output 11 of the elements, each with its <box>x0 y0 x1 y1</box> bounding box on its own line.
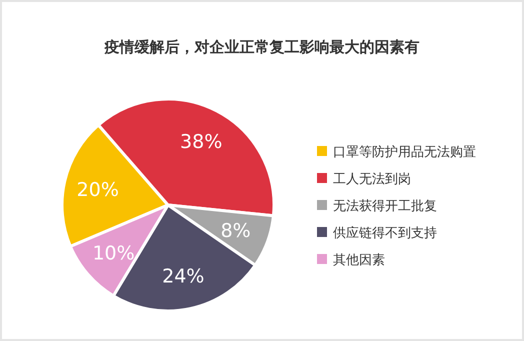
data-label: 10% <box>92 242 135 264</box>
data-label: 38% <box>180 131 222 154</box>
data-label: 24% <box>162 265 204 288</box>
data-label: 8% <box>220 220 251 242</box>
legend-label: 工人无法到岗 <box>333 172 411 187</box>
legend-label: 供应链得不到支持 <box>333 225 437 241</box>
data-label: 20% <box>76 178 119 201</box>
legend-label: 无法获得开工批复 <box>333 199 437 214</box>
legend-label: 口罩等防护用品无法购置 <box>333 145 476 160</box>
legend-label: 其他因素 <box>333 253 385 268</box>
chart-title: 疫情缓解后，对企业正常复工影响最大的因素有 <box>104 38 420 56</box>
